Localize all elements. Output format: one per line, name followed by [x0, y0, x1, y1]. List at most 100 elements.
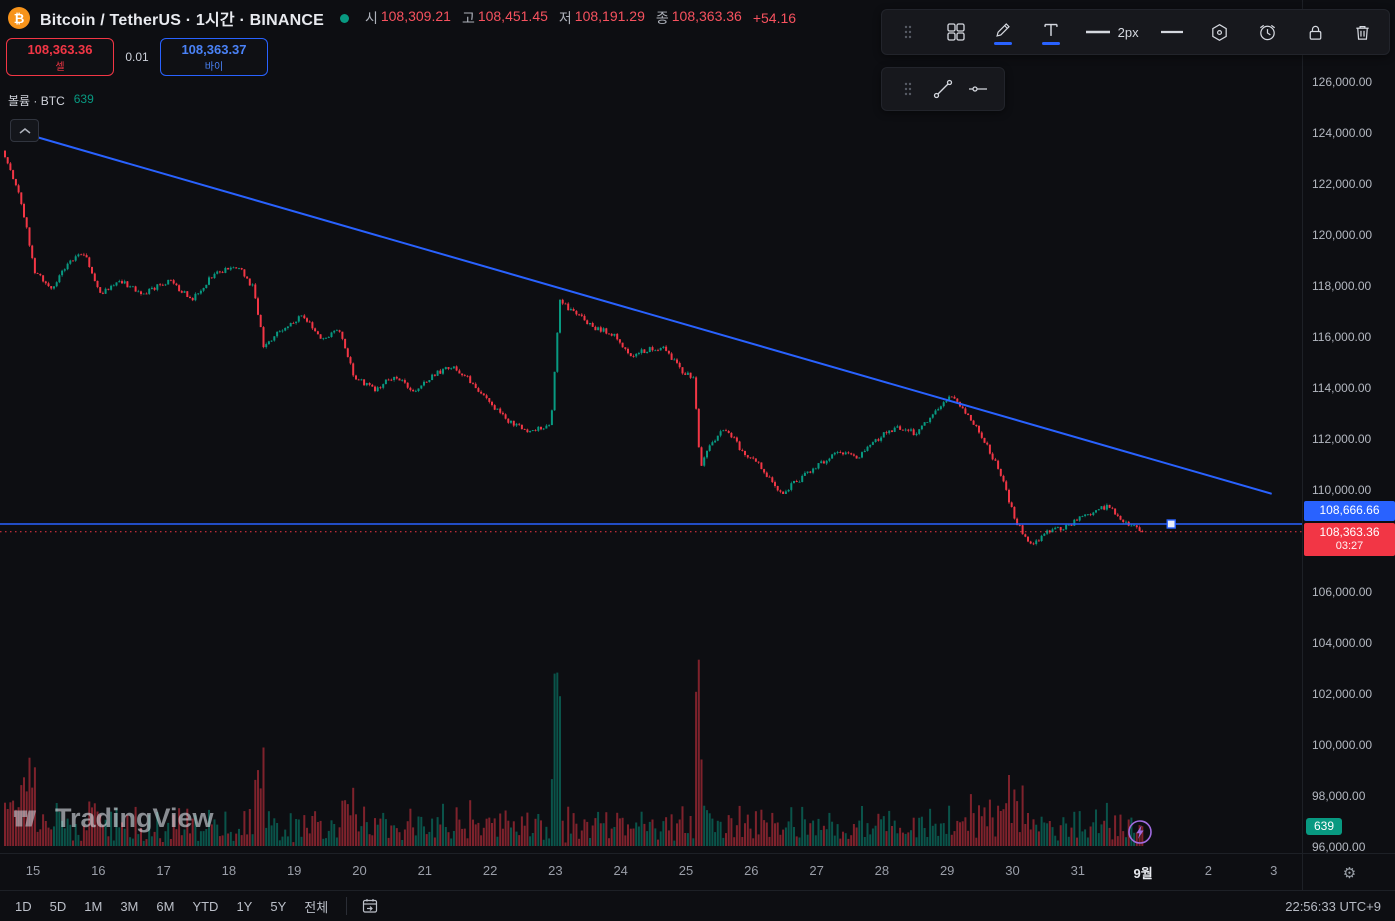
- open-value: 시 108,309.21: [364, 8, 451, 26]
- price-axis-label: 124,000.00: [1312, 126, 1373, 140]
- ohlc-values: 시 108,309.21 고 108,451.45 저 108,191.29 종 108…: [365, 8, 796, 28]
- price-axis-label: 110,000.00: [1312, 483, 1372, 497]
- trade-widget: 108,363.36 셀 0.01 108,363.37 바이: [6, 38, 268, 76]
- price-axis-label: 120,000.00: [1312, 228, 1373, 242]
- time-axis-label: 22: [482, 863, 498, 878]
- last-price-tag: 108,363.36 03:27: [1304, 522, 1395, 556]
- time-axis-label: 16: [91, 863, 106, 878]
- tradingview-watermark: TradingView: [12, 801, 214, 835]
- lightning-icon[interactable]: [1127, 819, 1153, 845]
- close-value: 종 108,363.36: [655, 8, 742, 26]
- price-axis-label: 118,000.00: [1312, 279, 1372, 293]
- selected-color-bar: [994, 41, 1013, 45]
- divider: [346, 897, 348, 915]
- bottom-toolbar: 1D 5D 1M 3M 6M YTD 1Y 5Y 전체 22:56:33 UTC+9: [0, 890, 1395, 921]
- spread-value: 0.01: [125, 50, 149, 64]
- symbol-title[interactable]: Bitcoin / TetherUS · 1시간 · BINANCE: [40, 12, 324, 29]
- horizontal-line-anchor[interactable]: [1166, 519, 1176, 529]
- delete-trash-icon[interactable]: [1349, 15, 1377, 49]
- bitcoin-icon: ₿: [8, 7, 30, 29]
- range-button-전체[interactable]: 전체: [304, 899, 329, 915]
- range-button-3m[interactable]: 3M: [120, 898, 139, 914]
- time-axis-label: 23: [548, 863, 563, 878]
- volume-axis-badge: 639: [1306, 818, 1343, 835]
- sell-label: 셀: [55, 61, 65, 73]
- low-value: 저 108,191.29: [558, 8, 645, 26]
- alert-clock-icon[interactable]: [1254, 15, 1282, 49]
- price-axis-label: 104,000.00: [1312, 636, 1373, 650]
- range-button-1m[interactable]: 1M: [84, 898, 103, 914]
- time-axis-label: 17: [156, 863, 171, 878]
- sell-button[interactable]: 108,363.36 셀: [6, 38, 114, 76]
- price-axis[interactable]: 126,000.00 124,000.00 122,000.00 120,000.00…: [1302, 0, 1395, 854]
- range-buttons: 1D 5D 1M 3M 6M YTD 1Y 5Y 전체: [6, 895, 337, 918]
- volume-legend: 볼륨 · BTC 639: [8, 92, 94, 109]
- time-axis-label: 20: [352, 863, 367, 878]
- volume-indicator-value: 639: [73, 92, 94, 106]
- line-tools-toolbar: [881, 67, 1005, 111]
- settings-gear-icon[interactable]: ⚙: [1342, 864, 1357, 882]
- line-color-pencil-icon[interactable]: [989, 15, 1017, 49]
- drag-handle-icon[interactable]: [894, 15, 922, 49]
- volume-indicator-label[interactable]: 볼륨 · BTC: [8, 94, 65, 108]
- time-axis-label: 19: [286, 863, 302, 878]
- range-button-ytd[interactable]: YTD: [192, 898, 219, 914]
- price-change: +54.16: [752, 10, 797, 26]
- lock-icon[interactable]: [1301, 15, 1329, 49]
- time-axis-label: 30: [1005, 863, 1020, 878]
- price-axis-label: 114,000.00: [1312, 381, 1372, 395]
- buy-price: 108,363.37: [181, 41, 247, 57]
- buy-label: 바이: [204, 61, 224, 73]
- time-axis-label: 21: [417, 863, 433, 878]
- axis-corner: ⚙: [1302, 853, 1395, 891]
- chart-legend: ₿ Bitcoin / TetherUS · 1시간 · BINANCE 시 10…: [8, 6, 796, 30]
- price-axis-label: 122,000.00: [1312, 177, 1373, 191]
- line-width-value: 2px: [1117, 24, 1139, 40]
- time-axis-label: 18: [221, 863, 237, 878]
- time-axis-label: 28: [874, 863, 890, 878]
- line-style-button[interactable]: [1158, 15, 1186, 49]
- price-axis-label: 96,000.00: [1312, 840, 1366, 854]
- high-value: 고 108,451.45: [461, 8, 548, 26]
- trend-line[interactable]: [29, 134, 1272, 495]
- price-axis-label: 100,000.00: [1312, 738, 1373, 752]
- time-axis-label: 31: [1070, 863, 1086, 878]
- range-button-1d[interactable]: 1D: [15, 898, 32, 914]
- time-axis-label: 26: [744, 863, 759, 878]
- time-axis-label: 9월: [1133, 866, 1153, 881]
- horizontal-line-tool-icon[interactable]: [964, 72, 992, 106]
- trend-line-tool-icon[interactable]: [929, 72, 957, 106]
- price-chart[interactable]: [0, 0, 1302, 853]
- time-axis-label: 15: [25, 863, 41, 878]
- bar-countdown: 03:27: [1335, 539, 1364, 552]
- range-button-6m[interactable]: 6M: [156, 898, 175, 914]
- collapse-legend-button[interactable]: [10, 119, 39, 142]
- templates-icon[interactable]: [942, 15, 970, 49]
- range-button-5d[interactable]: 5D: [49, 898, 67, 914]
- drag-handle-icon[interactable]: [894, 72, 922, 106]
- market-status-dot-icon: [339, 13, 349, 23]
- buy-button[interactable]: 108,363.37 바이: [160, 38, 268, 76]
- go-to-date-button[interactable]: [356, 894, 384, 918]
- time-axis-label: 3: [1270, 863, 1278, 878]
- price-axis-label: 116,000.00: [1312, 330, 1372, 344]
- time-axis-label: 2: [1204, 863, 1213, 878]
- time-axis-label: 27: [809, 863, 824, 878]
- range-button-1y[interactable]: 1Y: [236, 898, 253, 914]
- time-axis-label: 29: [939, 863, 955, 878]
- sell-price: 108,363.36: [27, 41, 93, 57]
- clock[interactable]: 22:56:33 UTC+9: [1285, 898, 1381, 914]
- time-axis-label: 25: [678, 863, 694, 878]
- line-width-button[interactable]: 2px: [1085, 15, 1139, 49]
- price-axis-label: 106,000.00: [1312, 585, 1373, 599]
- time-axis[interactable]: 15 16 17 18 19 20 21 22 23 24 25 26 27 28 29 30 31 9월 2 3: [0, 853, 1302, 891]
- drawing-toolbar: 2px: [881, 9, 1390, 55]
- bitcoin-glyph: ₿: [13, 10, 25, 26]
- hline-price-tag: 108,666.66: [1304, 501, 1395, 521]
- text-color-icon[interactable]: [1037, 15, 1065, 49]
- range-button-5y[interactable]: 5Y: [270, 898, 287, 914]
- watermark-text: TradingView: [55, 802, 214, 833]
- settings-icon[interactable]: [1206, 15, 1234, 49]
- candles: [4, 150, 1144, 546]
